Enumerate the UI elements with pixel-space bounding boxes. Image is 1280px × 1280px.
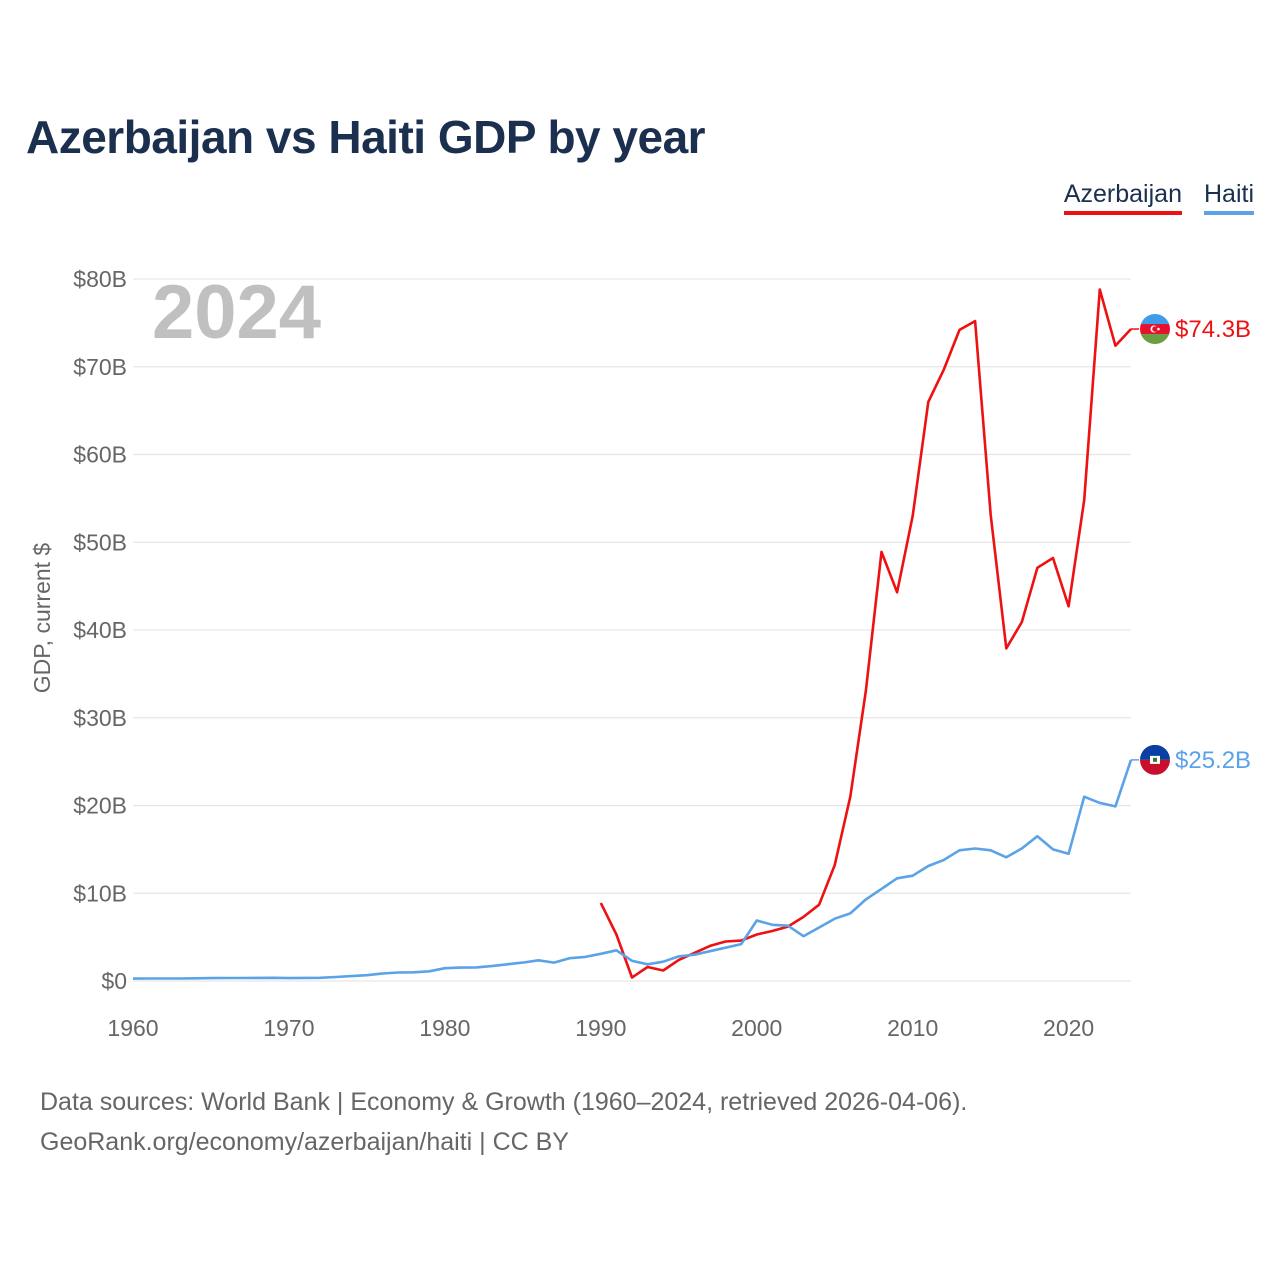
haiti-flag-icon (1140, 744, 1170, 775)
x-tick-label: 2020 (1043, 1015, 1094, 1041)
footer: Data sources: World Bank | Economy & Gro… (40, 1082, 967, 1162)
y-tick-label: $0 (101, 968, 127, 994)
series-line-haiti (132, 759, 1133, 980)
x-tick-label: 1960 (107, 1015, 158, 1041)
x-tick-label: 2010 (887, 1015, 938, 1041)
y-tick-label: $30B (73, 705, 127, 731)
legend-item-haiti[interactable]: Haiti (1203, 180, 1254, 215)
y-tick-label: $20B (73, 793, 127, 819)
y-tick-label: $40B (73, 617, 127, 643)
chart-title: Azerbaijan vs Haiti GDP by year (26, 111, 706, 163)
year-watermark: 2024 (152, 270, 321, 355)
x-tick-label: 1970 (263, 1015, 314, 1041)
footer-attribution[interactable]: GeoRank.org/economy/azerbaijan/haiti | C… (40, 1128, 569, 1156)
series-line-azerbaijan (599, 288, 1132, 979)
legend-item-azerbaijan[interactable]: Azerbaijan (1063, 180, 1182, 215)
y-tick-label: $10B (73, 880, 127, 906)
y-axis-label: GDP, current $ (29, 543, 55, 694)
y-tick-label: $80B (73, 266, 127, 292)
x-tick-label: 1990 (575, 1015, 626, 1041)
y-tick-label: $60B (73, 442, 127, 468)
y-tick-label: $50B (73, 529, 127, 555)
azerbaijan-flag-icon (1140, 314, 1170, 345)
legend: Azerbaijan Haiti (1063, 180, 1254, 215)
gdp-line-chart: $0 $10B $20B $30B $40B $50B $60B $70B $80B 1960 1… (29, 266, 1251, 1041)
end-value-label-azerbaijan: $74.3B (1175, 316, 1251, 343)
x-tick-label: 1980 (419, 1015, 470, 1041)
x-tick-label: 2000 (731, 1015, 782, 1041)
end-value-label-haiti: $25.2B (1175, 747, 1251, 774)
footer-sources: Data sources: World Bank | Economy & Gro… (40, 1088, 968, 1116)
y-tick-label: $70B (73, 354, 127, 380)
